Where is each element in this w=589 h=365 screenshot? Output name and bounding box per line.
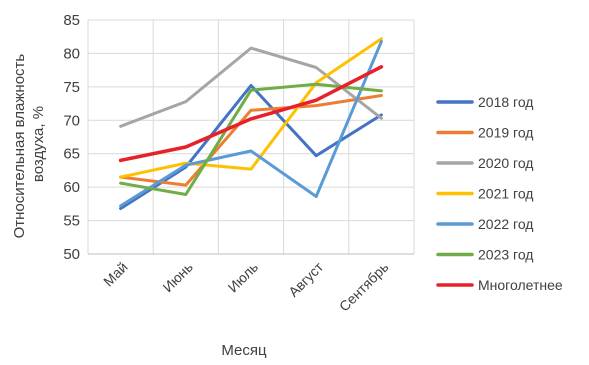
- y-tick-label: 65: [63, 146, 80, 163]
- y-tick-label: 85: [63, 12, 80, 29]
- series-lines: [118, 37, 384, 210]
- series-line-6: [119, 82, 383, 196]
- legend-label: 2023 год: [478, 247, 533, 263]
- x-tick-label: Сентябрь: [336, 259, 392, 315]
- series-line-7: [118, 65, 384, 163]
- gridlines: [87, 19, 415, 255]
- series-line-2: [119, 94, 383, 187]
- y-tick-label: 50: [63, 246, 80, 263]
- series-line-4: [119, 37, 383, 179]
- y-tick-label: 60: [63, 179, 80, 196]
- x-axis-title: Месяц: [221, 342, 267, 359]
- y-axis-title-line-1: Относительная влажность: [11, 54, 28, 239]
- x-tick-label: Июль: [225, 259, 262, 296]
- legend-label: 2019 год: [478, 125, 533, 141]
- x-tick-label: Май: [100, 259, 131, 290]
- y-axis-title: Относительная влажность воздуха, %: [11, 50, 47, 239]
- x-tick-label: Август: [285, 258, 327, 300]
- legend-label: 2021 год: [478, 186, 533, 202]
- series-line-5: [119, 39, 383, 208]
- legend-label: 2018 год: [478, 94, 533, 110]
- y-tick-label: 75: [63, 79, 80, 96]
- legend-label: 2020 год: [478, 155, 533, 171]
- legend-label: 2022 год: [478, 216, 533, 232]
- y-tick-label: 70: [63, 112, 80, 129]
- y-tick-label: 55: [63, 213, 80, 230]
- series-line-3: [119, 46, 383, 128]
- y-tick-label: 80: [63, 45, 80, 62]
- legend-label: Многолетнее: [478, 277, 563, 293]
- legend: 2018 год 2019 год 2020 год 2021 год 2022 год…: [436, 94, 563, 293]
- y-axis-title-line-2: воздуха, %: [30, 106, 47, 182]
- x-tick-label: Июнь: [159, 259, 195, 295]
